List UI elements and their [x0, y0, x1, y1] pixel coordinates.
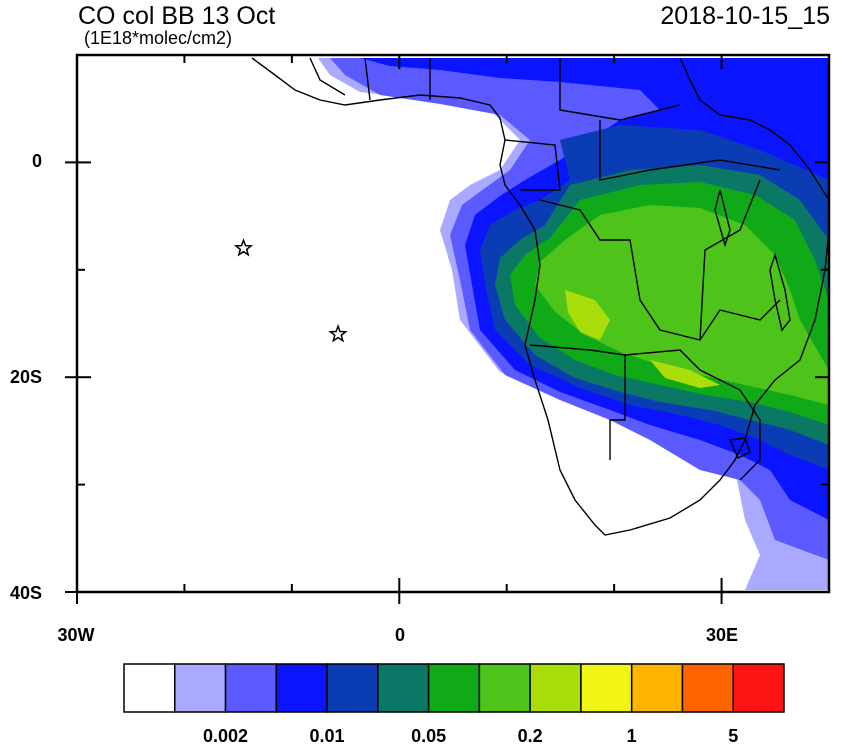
- lake-outline: [769, 252, 791, 332]
- colorbar-label: 5: [728, 726, 739, 746]
- colorbar-label: 1: [626, 726, 637, 746]
- lake-outline-2: [714, 189, 731, 248]
- marker-layer: [233, 238, 348, 343]
- colorbar-swatch: [326, 663, 379, 713]
- plume-band-yellowgreen-2: [650, 360, 720, 388]
- colorbar-swatch: [732, 663, 785, 713]
- plume-band-lightgreen: [535, 205, 829, 405]
- border-6: [529, 344, 626, 460]
- lesotho-outline: [728, 437, 751, 459]
- star-marker-1-icon: [233, 238, 254, 257]
- colorbar-label: 0.01: [309, 726, 345, 746]
- plot-frame: [65, 53, 831, 604]
- border-10: [559, 58, 681, 121]
- border-4: [504, 139, 561, 191]
- colorbar-swatch: [123, 663, 176, 713]
- lon-label-0: 0: [394, 625, 405, 645]
- colorbar-swatch: [224, 663, 278, 713]
- colorbar-swatch: [580, 663, 633, 713]
- datetime-label: 2018-10-15_15: [660, 2, 830, 30]
- colorbar-swatch: [275, 663, 328, 713]
- colorbar-swatch: [427, 663, 481, 713]
- border-5: [539, 199, 781, 341]
- units-label: (1E18*molec/cm2): [84, 28, 233, 48]
- lat-label-20s: 20S: [9, 367, 42, 387]
- coastlines: [251, 57, 829, 536]
- colorbar-swatch: [630, 663, 684, 713]
- colorbar-swatch: [478, 663, 531, 713]
- plume-band-yellowgreen: [565, 290, 610, 340]
- co-plume: [318, 58, 829, 590]
- colorbar-swatch: [377, 663, 430, 713]
- lat-label-40s: 40S: [9, 583, 42, 603]
- colorbar-label: 0.2: [517, 726, 543, 746]
- colorbar-swatch: [529, 663, 582, 713]
- lon-label-30w: 30W: [57, 625, 95, 645]
- star-marker-2-icon: [328, 324, 348, 343]
- border-7: [624, 349, 761, 481]
- colorbar-label: 0.05: [411, 726, 447, 746]
- border-9: [599, 120, 781, 181]
- border-8: [699, 179, 761, 341]
- colorbar-swatch: [681, 663, 734, 713]
- colorbar: [123, 663, 785, 713]
- lat-label-0: 0: [31, 151, 42, 171]
- plot-title: CO col BB 13 Oct: [78, 2, 276, 30]
- lon-label-30e: 30E: [705, 625, 739, 645]
- border-2: [364, 57, 371, 101]
- africa-coastline: [251, 57, 829, 536]
- colorbar-label: 0.002: [203, 726, 249, 746]
- border-1: [309, 57, 346, 96]
- colorbar-swatch: [174, 663, 227, 713]
